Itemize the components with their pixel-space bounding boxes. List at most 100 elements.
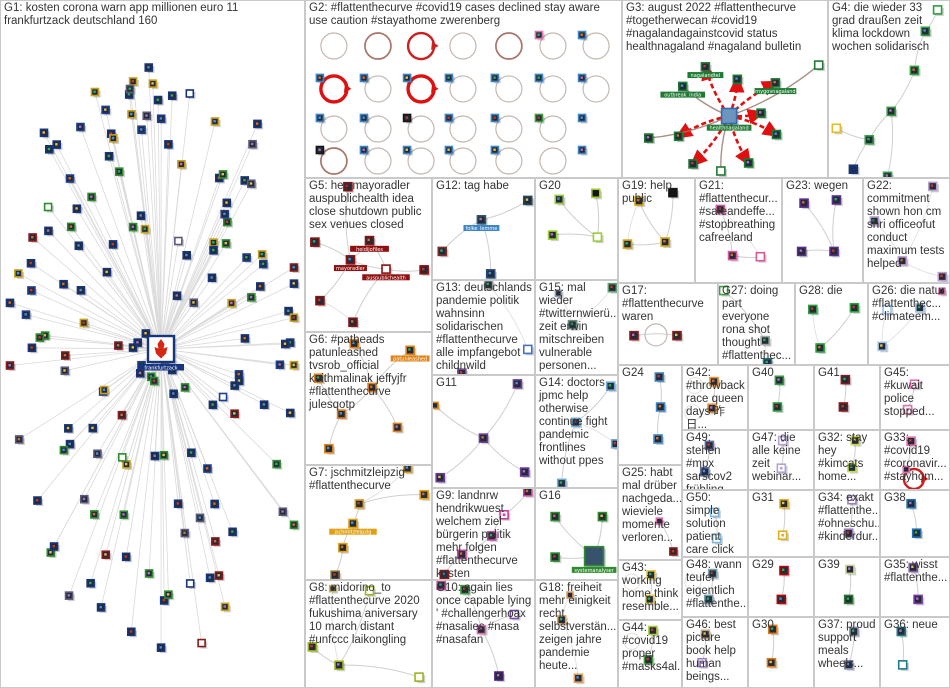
network-node <box>813 60 824 70</box>
node-texture <box>111 136 115 140</box>
node-texture <box>906 408 909 411</box>
self-loop <box>644 323 668 347</box>
node-texture <box>911 565 914 568</box>
network-node <box>381 264 391 274</box>
group-box-G21: G21: #flattenthecur... #safeandeffe... #… <box>695 178 782 283</box>
node-texture <box>779 597 782 600</box>
node-texture <box>439 583 442 586</box>
node-texture <box>340 545 344 549</box>
network-node <box>522 489 533 497</box>
node-texture <box>105 270 108 274</box>
node-texture <box>580 33 583 36</box>
self-loop-arrowhead-icon <box>920 474 929 483</box>
node-texture <box>846 597 850 600</box>
node-label-bg <box>754 88 797 95</box>
group-graph-G11 <box>433 379 531 484</box>
group-box-G31: G31 <box>748 490 814 557</box>
network-node <box>185 89 195 98</box>
node-texture <box>700 661 704 665</box>
node-texture <box>462 587 466 591</box>
node-label-bg <box>350 245 389 252</box>
edge <box>160 348 201 518</box>
node-texture <box>846 531 850 534</box>
node-texture <box>262 403 266 406</box>
group-box-G18: G18: freiheit mehr einigkeit recht selbs… <box>535 580 618 688</box>
edge <box>160 243 227 350</box>
group-graph-G14 <box>556 381 617 487</box>
self-loop <box>623 632 641 650</box>
node-texture <box>730 253 733 257</box>
node-texture <box>198 516 201 519</box>
node-texture <box>348 257 351 261</box>
node-texture <box>553 514 556 517</box>
edge <box>160 348 295 526</box>
self-loop <box>364 75 392 103</box>
node-texture <box>889 109 892 112</box>
node-texture <box>675 333 678 337</box>
node-texture <box>162 453 165 457</box>
node-texture <box>29 261 32 265</box>
node-texture <box>608 384 612 387</box>
node-texture <box>525 489 529 493</box>
node-texture <box>151 82 154 85</box>
group-box-G8: G8: midorino_to #flattenthecurve 2020 fu… <box>305 580 432 688</box>
node-texture <box>316 376 320 379</box>
node-texture <box>515 381 518 385</box>
network-node <box>117 453 127 462</box>
node-texture <box>818 345 821 349</box>
group-box-G48: G48: wann teufel eigentlich #flattenthe.… <box>682 557 748 617</box>
network-node <box>932 5 943 15</box>
group-box-G3: healthnagaland nagalandtel outbreak_india m… <box>622 0 828 178</box>
network-node <box>897 660 908 670</box>
edge <box>345 186 351 260</box>
group-graph-G29 <box>776 565 791 606</box>
edge <box>439 437 484 479</box>
group-box-G36: G36: neue <box>880 617 950 688</box>
node-texture <box>405 76 408 79</box>
group-graph-G2 <box>315 30 610 175</box>
network-node <box>902 465 911 474</box>
node-texture <box>759 111 762 114</box>
network-node <box>755 251 766 262</box>
edge <box>148 348 162 574</box>
edge <box>803 202 835 252</box>
group-graph-G25 <box>655 517 680 557</box>
node-texture <box>29 288 33 292</box>
node-texture <box>249 295 253 299</box>
edge <box>359 467 408 505</box>
edge <box>633 333 678 337</box>
edge <box>441 219 482 252</box>
node-texture <box>777 378 780 381</box>
edge <box>160 348 291 414</box>
node-texture <box>8 364 11 367</box>
edge <box>146 115 162 350</box>
node-texture <box>111 242 114 246</box>
node-texture <box>24 313 27 316</box>
node-label: mygovnagaland <box>755 89 795 95</box>
node-texture <box>131 225 134 228</box>
node-texture <box>367 238 370 241</box>
node-texture <box>671 550 675 553</box>
group-graph-G35 <box>908 562 925 606</box>
edge <box>626 200 640 245</box>
edge <box>160 257 247 350</box>
edge <box>328 413 342 449</box>
node-texture <box>249 182 253 185</box>
edge <box>160 348 265 406</box>
node-label-bg <box>463 225 500 231</box>
node-texture <box>880 344 883 347</box>
self-loop <box>320 32 348 60</box>
node-texture <box>312 240 316 243</box>
node-texture <box>68 177 71 180</box>
node-texture <box>208 576 211 579</box>
node-texture <box>637 199 640 202</box>
node-texture <box>223 605 226 608</box>
group-box-G42: G42: #throwback race queen days 昨日... <box>682 365 748 430</box>
node-texture <box>75 207 78 210</box>
node-texture <box>350 521 354 524</box>
node-texture <box>362 148 365 151</box>
node-texture <box>802 201 805 204</box>
node-texture <box>775 404 778 408</box>
node-label: nagalandtel <box>691 73 721 79</box>
edge <box>552 233 598 238</box>
